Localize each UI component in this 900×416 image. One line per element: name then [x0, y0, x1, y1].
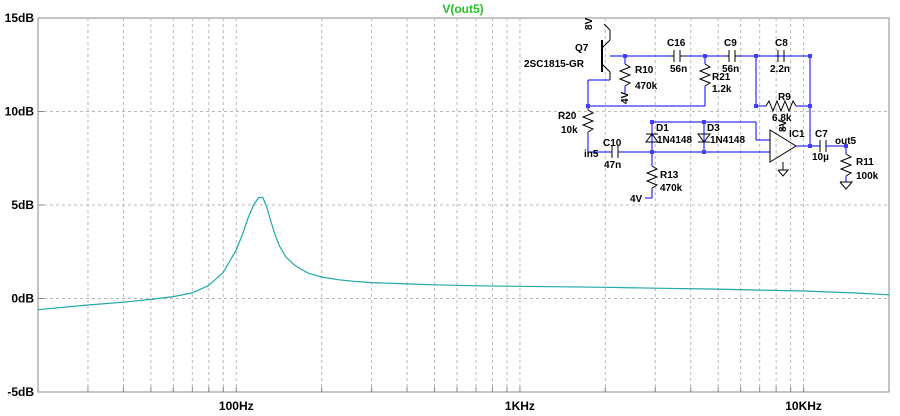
label-r9: R9: [778, 92, 791, 103]
label-d1-model: 1N4148: [657, 135, 692, 146]
label-v8-top: 8V: [584, 17, 595, 30]
label-r20-val: 10k: [561, 125, 578, 136]
label-c8-val: 2.2n: [770, 64, 790, 75]
label-c10: C10: [603, 138, 622, 149]
label-r9-val: 6.8k: [772, 113, 792, 124]
label-ic1: IC1: [789, 129, 805, 140]
label-c7: C7: [815, 129, 828, 140]
series-line-vout5: [37, 196, 890, 311]
x-tick-label: 10KHz: [785, 399, 822, 413]
label-c16-val: 56n: [670, 64, 687, 75]
label-c10-val: 47n: [604, 160, 621, 171]
label-r13: R13: [660, 170, 679, 181]
label-q7: Q7: [575, 43, 589, 54]
axis-tick-labels: 15dB 10dB 5dB 0dB -5dB 100Hz 1KHz 10KHz: [5, 11, 822, 413]
chart-title: V(out5): [442, 2, 483, 16]
label-r11-val: 100k: [856, 171, 879, 182]
label-r21-val: 1.2k: [712, 84, 732, 95]
y-tick-label: 15dB: [5, 11, 35, 25]
capacitor-c8: [777, 50, 785, 62]
label-v8-ic: 8V: [778, 119, 789, 132]
label-r11: R11: [856, 157, 874, 168]
label-c9-val: 56n: [722, 64, 739, 75]
opamp-ic1: [769, 124, 797, 177]
y-tick-label: 10dB: [5, 105, 35, 119]
label-out5: out5: [835, 136, 857, 147]
grid: [38, 17, 889, 393]
label-r10: R10: [635, 65, 654, 76]
label-v4-r13: 4V: [630, 194, 643, 205]
label-d3-model: 1N4148: [710, 135, 745, 146]
label-in5: in5: [584, 149, 599, 160]
x-tick-label: 100Hz: [219, 399, 254, 413]
capacitor-c9: [725, 50, 740, 62]
label-r10-val: 470k: [635, 81, 658, 92]
label-d3: D3: [707, 123, 720, 134]
resistor-r9: [765, 99, 797, 113]
y-tick-label: 0dB: [11, 292, 34, 306]
y-tick-label: -5dB: [7, 385, 34, 399]
diode-d3: [697, 133, 711, 143]
label-c9: C9: [724, 38, 737, 49]
label-c16: C16: [667, 38, 686, 49]
label-c7-val: 10µ: [812, 152, 829, 163]
label-q7-model: 2SC1815-GR: [524, 59, 585, 70]
label-c8: C8: [775, 38, 788, 49]
label-r21: R21: [712, 72, 731, 83]
resistor-r13: [645, 152, 659, 199]
capacitor-c16: [670, 50, 685, 62]
label-d1: D1: [656, 123, 669, 134]
schematic: [581, 23, 854, 199]
label-r13-val: 470k: [660, 183, 683, 194]
y-tick-label: 5dB: [11, 198, 34, 212]
diode-d1: [645, 133, 659, 143]
junctions: [586, 54, 848, 154]
label-r20: R20: [558, 111, 577, 122]
schematic-labels: Q7 2SC1815-GR 8V C16 56n C9 56n C8 2.2n …: [524, 17, 879, 205]
series-layer: [37, 196, 890, 311]
label-v4-r10: 4V: [620, 91, 631, 104]
transistor-q7: [601, 23, 611, 80]
x-tick-label: 1KHz: [505, 399, 535, 413]
